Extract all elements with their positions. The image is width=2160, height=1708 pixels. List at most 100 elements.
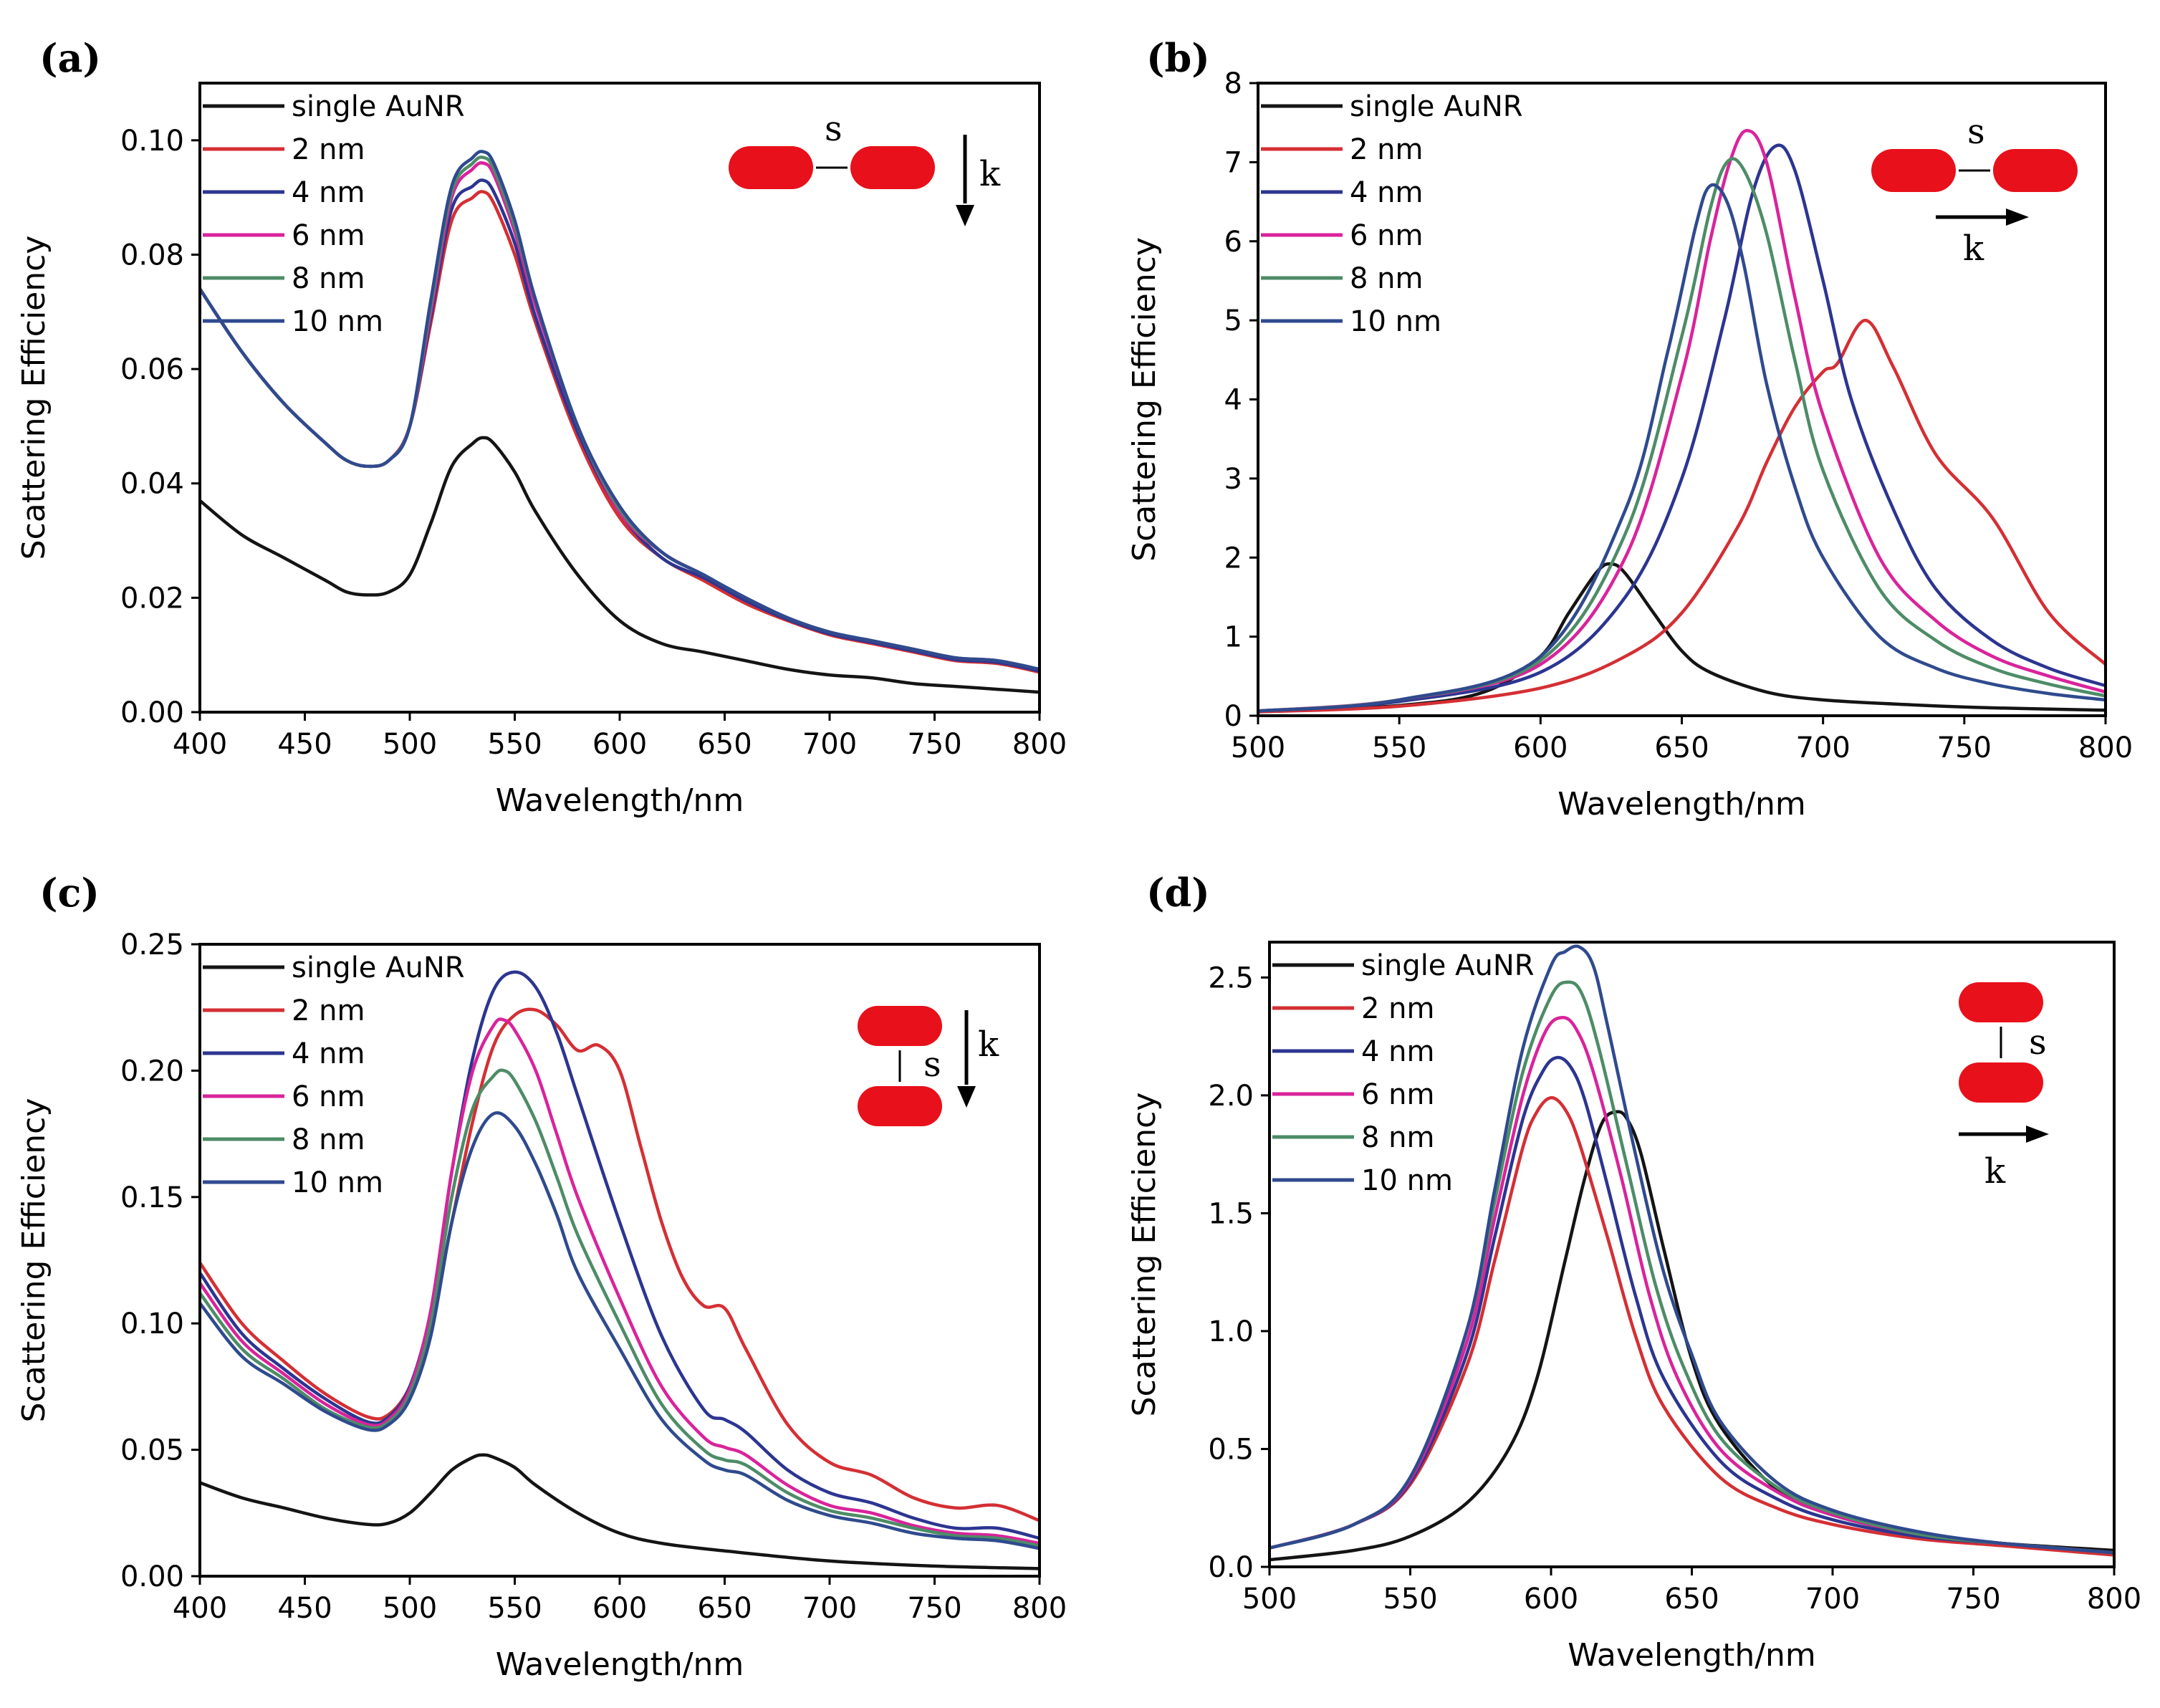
x-tick-label: 700 (1795, 731, 1850, 764)
x-axis-title: Wavelength/nm (1568, 1637, 1816, 1674)
x-tick-label: 550 (487, 728, 542, 761)
series-line-single (1258, 562, 2106, 714)
x-tick-label: 400 (173, 728, 227, 761)
x-tick-label: 450 (277, 728, 332, 761)
panel-label: (c) (39, 870, 100, 916)
legend-label-8nm: 8 nm (1350, 262, 1423, 295)
x-tick-label: 800 (1012, 1592, 1067, 1625)
series-line-10nm (200, 150, 1040, 671)
legend-label-8nm: 8 nm (292, 262, 365, 295)
series-line-single (200, 436, 1040, 694)
x-tick-label: 650 (1654, 731, 1709, 764)
y-tick-label: 0.15 (120, 1181, 184, 1214)
x-tick-label: 600 (1513, 731, 1568, 764)
gap-s-label: s (2029, 1022, 2047, 1062)
series-group (1258, 128, 2106, 714)
y-tick-label: 0.02 (120, 582, 184, 615)
x-tick-label: 650 (697, 728, 752, 761)
series-line-10nm (1258, 183, 2106, 713)
legend-label-2nm: 2 nm (292, 133, 365, 166)
gap-s-label: s (1967, 112, 1985, 152)
panel-b: (b) 500 550 600 650 700 750 800 0 1 2 3 4 5 6 7 8 Wavelen… (1126, 35, 2133, 822)
legend-label-10nm: 10 nm (1350, 305, 1441, 338)
legend-label-single: single AuNR (292, 90, 465, 123)
legend-label-10nm: 10 nm (292, 1166, 383, 1199)
legend-label-single: single AuNR (1361, 949, 1535, 982)
x-tick-label: 800 (2078, 731, 2133, 764)
legend-label-6nm: 6 nm (1350, 219, 1423, 252)
k-arrow-head (2026, 1126, 2049, 1143)
x-tick-label: 600 (1524, 1583, 1578, 1616)
x-tick-label: 800 (1012, 728, 1067, 761)
x-axis-title: Wavelength/nm (496, 782, 744, 819)
y-tick-label: 1 (1224, 621, 1242, 654)
legend-label-6nm: 6 nm (292, 219, 365, 252)
y-tick-label: 6 (1224, 226, 1242, 259)
legend: single AuNR 2 nm 4 nm 6 nm 8 nm 10 nm (203, 951, 465, 1199)
series-line-4nm (200, 178, 1040, 673)
y-tick-label: 0.06 (120, 353, 184, 386)
x-tick-label: 400 (173, 1592, 227, 1625)
series-line-10nm (200, 1111, 1040, 1550)
y-tick-label: 0.10 (120, 1308, 184, 1340)
series-group (200, 150, 1040, 694)
series-line-8nm (200, 1068, 1040, 1548)
y-tick-label: 8 (1224, 67, 1242, 100)
series-line-6nm (1258, 128, 2106, 713)
series-line-4nm (1269, 1055, 2114, 1555)
y-axis-title: Scattering Efficiency (1126, 1093, 1163, 1417)
panel-d: (d) 500 550 600 650 700 750 800 0.0 0.5 1.0 1.5 2.0 2… (1126, 870, 2141, 1674)
y-tick-label: 4 (1224, 384, 1242, 417)
series-line-4nm (200, 970, 1040, 1540)
y-tick-label: 1.0 (1208, 1315, 1254, 1348)
panel-label: (a) (39, 35, 101, 81)
y-axis-title: Scattering Efficiency (1126, 237, 1163, 562)
y-tick-label: 0.20 (120, 1055, 184, 1088)
legend-label-10nm: 10 nm (1361, 1164, 1453, 1197)
legend-label-6nm: 6 nm (292, 1080, 365, 1113)
legend-label-4nm: 4 nm (1361, 1035, 1434, 1068)
legend: single AuNR 2 nm 4 nm 6 nm 8 nm 10 nm (1261, 90, 1523, 338)
panel-label: (d) (1146, 870, 1210, 916)
legend-label-4nm: 4 nm (292, 1037, 365, 1070)
gap-s-label: s (923, 1045, 941, 1085)
x-tick-label: 600 (592, 1592, 647, 1625)
k-label: k (1984, 1151, 2006, 1191)
x-tick-label: 500 (1242, 1583, 1297, 1616)
legend-label-2nm: 2 nm (1350, 133, 1423, 166)
legend: single AuNR 2 nm 4 nm 6 nm 8 nm 10 nm (1272, 949, 1535, 1197)
k-arrow-head (957, 1086, 976, 1108)
legend-label-6nm: 6 nm (1361, 1078, 1434, 1111)
legend-label-single: single AuNR (1350, 90, 1523, 123)
legend-label-4nm: 4 nm (292, 176, 365, 209)
k-arrow-head (2006, 208, 2029, 226)
gap-s-label: s (825, 109, 843, 149)
y-axis-title: Scattering Efficiency (16, 1098, 52, 1423)
geometry-inset: sk (729, 109, 1001, 226)
series-line-single (200, 1453, 1040, 1570)
x-axis-title: Wavelength/nm (1557, 786, 1806, 822)
y-tick-label: 0.00 (120, 696, 184, 729)
x-tick-label: 650 (697, 1592, 752, 1625)
x-tick-label: 550 (1372, 731, 1426, 764)
x-tick-label: 500 (1231, 731, 1285, 764)
x-tick-label: 700 (802, 728, 857, 761)
x-tick-label: 750 (907, 1592, 961, 1625)
y-tick-label: 0.05 (120, 1434, 184, 1467)
series-line-4nm (1258, 143, 2106, 713)
x-tick-label: 750 (907, 728, 961, 761)
x-tick-label: 700 (1805, 1583, 1860, 1616)
x-tick-label: 750 (1937, 731, 1992, 764)
nanorod-left (1871, 149, 1956, 192)
series-line-2nm (200, 1007, 1040, 1522)
legend-label-2nm: 2 nm (1361, 992, 1434, 1025)
geometry-inset: sk (1871, 112, 2078, 269)
nanorod-top (858, 1006, 942, 1046)
y-tick-label: 2.5 (1208, 961, 1254, 994)
y-tick-label: 2.0 (1208, 1080, 1254, 1113)
x-tick-label: 550 (487, 1592, 542, 1625)
y-tick-label: 3 (1224, 463, 1242, 496)
nanorod-bottom (1959, 1062, 2043, 1103)
legend-label-single: single AuNR (292, 951, 465, 984)
